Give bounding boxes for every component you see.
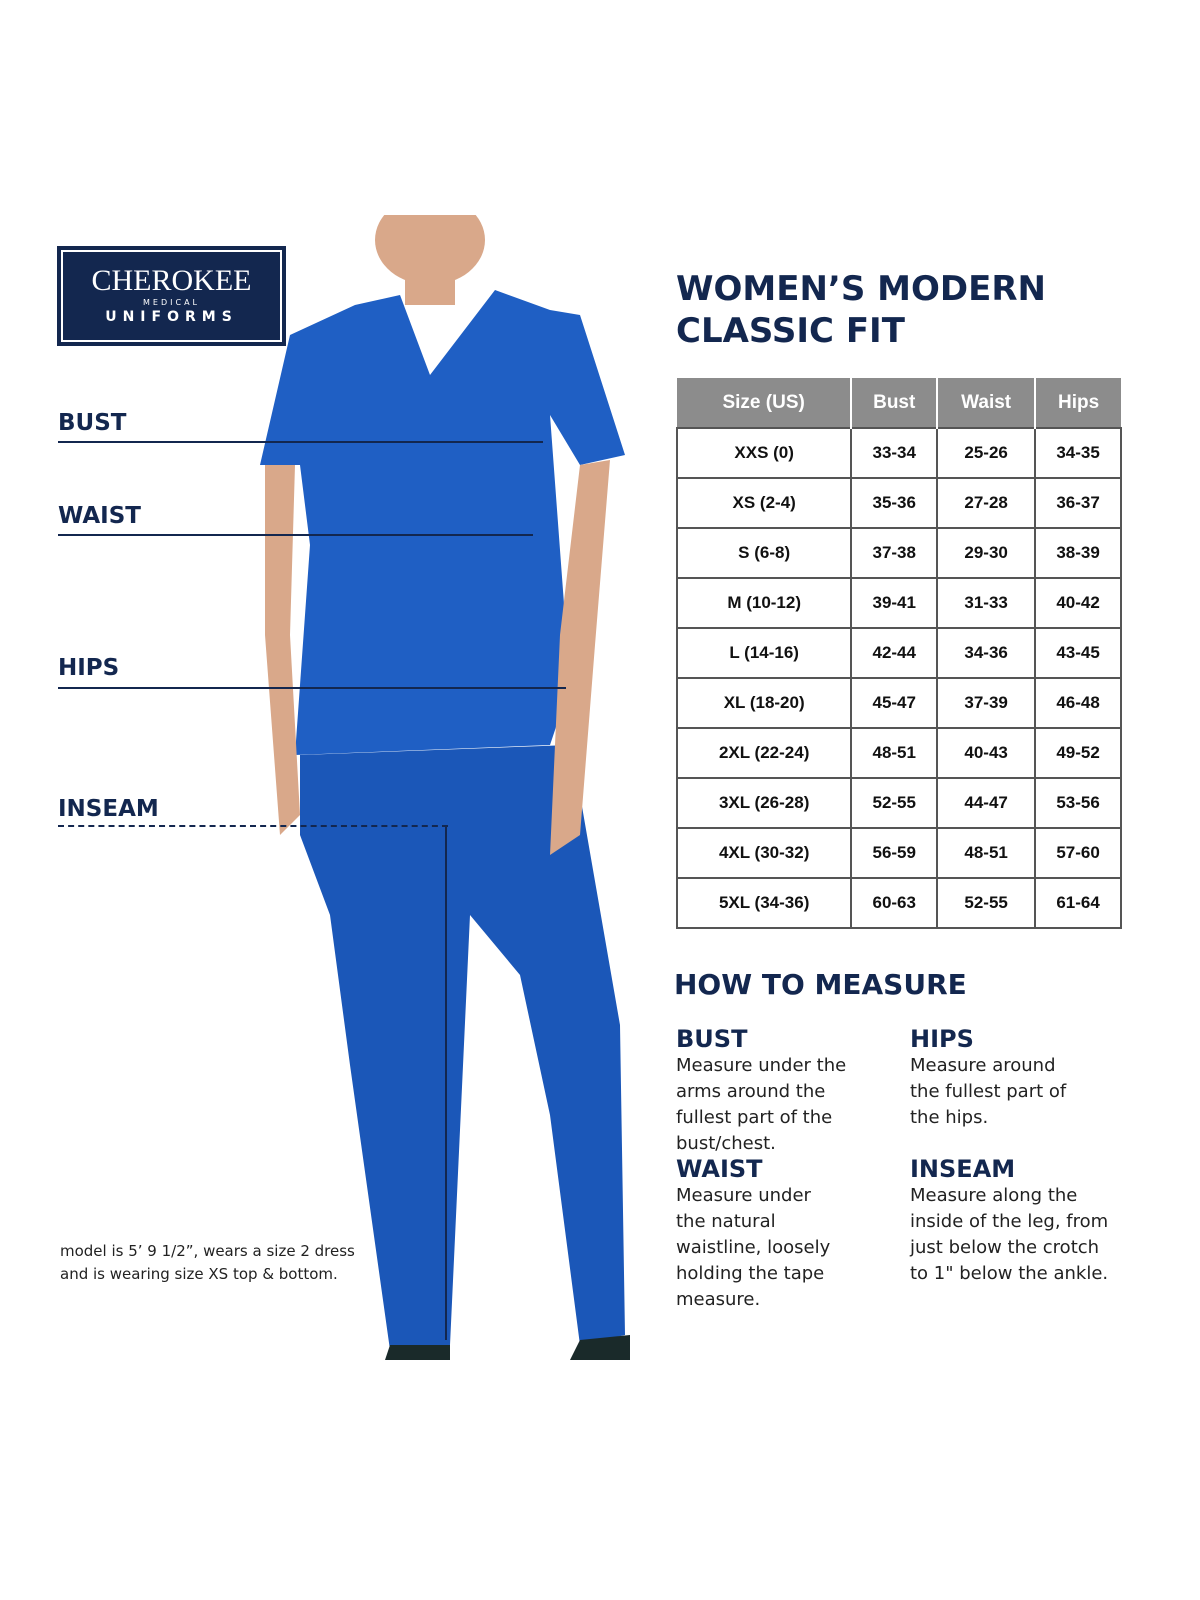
table-cell: 56-59 (850, 827, 939, 879)
column-header: Bust (850, 378, 938, 428)
column-header: Size (US) (677, 378, 852, 428)
table-cell: M (10-12) (675, 577, 853, 629)
table-cell: 61-64 (1034, 877, 1122, 929)
waist-line (58, 534, 533, 536)
table-cell: 5XL (34-36) (675, 877, 853, 929)
table-cell: 53-56 (1034, 777, 1122, 829)
label-waist: WAIST (58, 503, 141, 529)
table-cell: 38-39 (1034, 527, 1122, 579)
table-row: XL (18-20) 45-47 37-39 46-48 (675, 677, 1122, 729)
logo-line: UNIFORMS (105, 309, 238, 325)
how-inseam-text: Measure along the inside of the leg, fro… (910, 1185, 1109, 1284)
table-cell: 33-34 (850, 427, 939, 479)
table-cell: 48-51 (850, 727, 939, 779)
table-cell: 35-36 (850, 477, 939, 529)
table-cell: 57-60 (1034, 827, 1122, 879)
column-header: Hips (1034, 378, 1121, 428)
logo-sub: MEDICAL (143, 298, 200, 307)
table-cell: 34-35 (1034, 427, 1122, 479)
inseam-line (58, 825, 448, 827)
size-table: Size (US) Bust Waist Hips XXS (0) 33-34 25-26 3… (675, 378, 1122, 929)
hips-line (58, 687, 566, 689)
table-cell: L (14-16) (675, 627, 853, 679)
table-row: XS (2-4) 35-36 27-28 36-37 (675, 477, 1122, 529)
table-cell: XS (2-4) (675, 477, 853, 529)
how-inseam-heading: INSEAM (910, 1155, 1016, 1183)
how-waist-text: Measure under the natural waistline, loo… (676, 1185, 831, 1310)
how-waist-heading: WAIST (676, 1155, 763, 1183)
table-cell: 45-47 (850, 677, 939, 729)
cherokee-logo: CHEROKEE MEDICAL UNIFORMS (57, 246, 286, 346)
logo-brand: CHEROKEE (91, 264, 252, 297)
table-row: L (14-16) 42-44 34-36 43-45 (675, 627, 1122, 679)
table-cell: 40-42 (1034, 577, 1122, 629)
table-row: 2XL (22-24) 48-51 40-43 49-52 (675, 727, 1122, 779)
table-cell: 3XL (26-28) (675, 777, 853, 829)
note-line1: model is 5’ 9 1/2”, wears a size 2 dress (60, 1242, 355, 1260)
bust-line (58, 441, 543, 443)
table-cell: 4XL (30-32) (675, 827, 853, 879)
note-line2: and is wearing size XS top & bottom. (60, 1265, 338, 1283)
table-cell: 2XL (22-24) (675, 727, 853, 779)
table-cell: 49-52 (1034, 727, 1122, 779)
how-hips: HIPS Measure around the fullest part of … (910, 1025, 1070, 1131)
how-waist: WAIST Measure under the natural waistlin… (676, 1155, 846, 1313)
how-bust-heading: BUST (676, 1025, 748, 1053)
table-row: S (6-8) 37-38 29-30 38-39 (675, 527, 1122, 579)
table-cell: 43-45 (1034, 627, 1122, 679)
table-cell: 37-38 (850, 527, 939, 579)
table-cell: 39-41 (850, 577, 939, 629)
table-cell: 48-51 (936, 827, 1037, 879)
how-hips-text: Measure around the fullest part of the h… (910, 1055, 1067, 1128)
table-cell: XL (18-20) (675, 677, 853, 729)
table-cell: 25-26 (936, 427, 1037, 479)
how-bust: BUST Measure under the arms around the f… (676, 1025, 876, 1157)
table-cell: 44-47 (936, 777, 1037, 829)
title-line2: CLASSIC FIT (676, 311, 905, 351)
table-cell: 36-37 (1034, 477, 1122, 529)
table-cell: 40-43 (936, 727, 1037, 779)
column-header: Waist (936, 378, 1036, 428)
table-cell: 60-63 (850, 877, 939, 929)
model-photo (260, 215, 630, 1360)
table-row: M (10-12) 39-41 31-33 40-42 (675, 577, 1122, 629)
model-note: model is 5’ 9 1/2”, wears a size 2 dress… (60, 1240, 355, 1286)
title-line1: WOMEN’S MODERN (676, 269, 1046, 309)
table-cell: 34-36 (936, 627, 1037, 679)
table-cell: 29-30 (936, 527, 1037, 579)
how-to-measure-title: HOW TO MEASURE (674, 968, 967, 1001)
table-row: 5XL (34-36) 60-63 52-55 61-64 (675, 877, 1122, 929)
table-cell: 52-55 (850, 777, 939, 829)
table-cell: XXS (0) (675, 427, 853, 479)
page-title: WOMEN’S MODERN CLASSIC FIT (676, 268, 1046, 352)
table-cell: 46-48 (1034, 677, 1122, 729)
how-inseam: INSEAM Measure along the inside of the l… (910, 1155, 1110, 1287)
label-inseam: INSEAM (58, 796, 159, 822)
table-row: 4XL (30-32) 56-59 48-51 57-60 (675, 827, 1122, 879)
table-cell: S (6-8) (675, 527, 853, 579)
table-cell: 31-33 (936, 577, 1037, 629)
table-cell: 42-44 (850, 627, 939, 679)
table-cell: 37-39 (936, 677, 1037, 729)
label-bust: BUST (58, 410, 127, 436)
inseam-vertical-line (445, 825, 447, 1340)
label-hips: HIPS (58, 655, 120, 681)
table-row: XXS (0) 33-34 25-26 34-35 (675, 427, 1122, 479)
how-bust-text: Measure under the arms around the fulles… (676, 1055, 847, 1154)
how-hips-heading: HIPS (910, 1025, 974, 1053)
table-cell: 52-55 (936, 877, 1037, 929)
table-cell: 27-28 (936, 477, 1037, 529)
table-row: 3XL (26-28) 52-55 44-47 53-56 (675, 777, 1122, 829)
